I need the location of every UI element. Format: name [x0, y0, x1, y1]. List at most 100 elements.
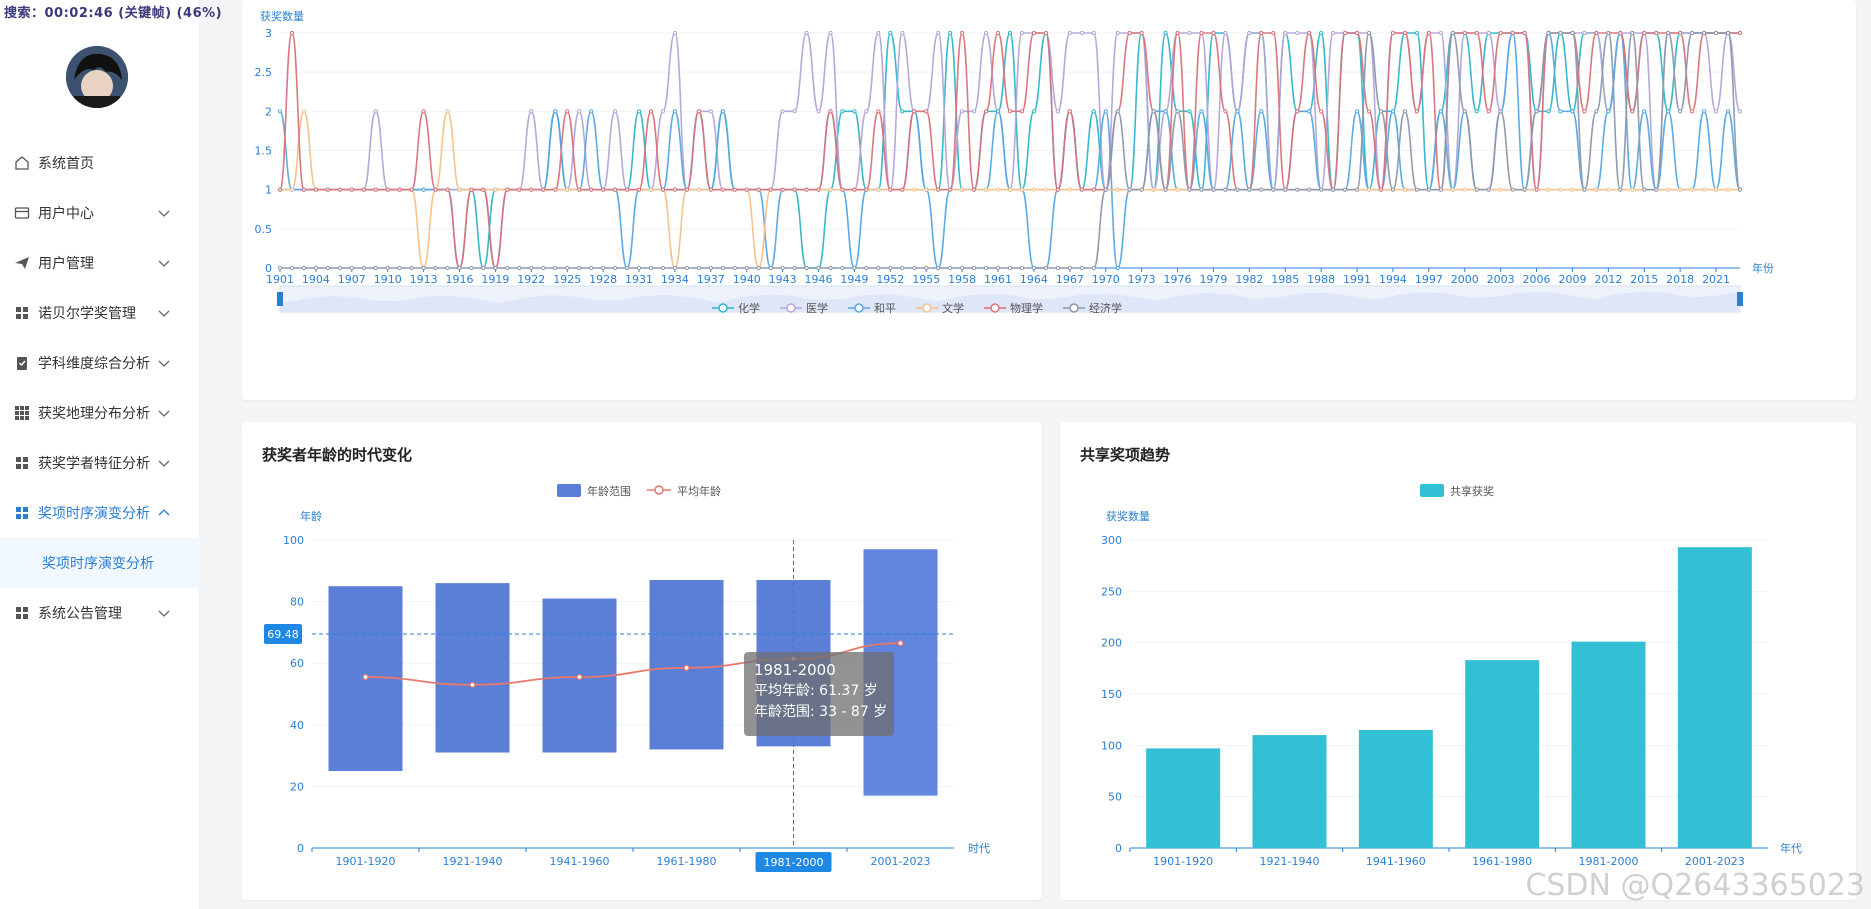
legend-label: 化学: [738, 301, 760, 315]
x-tick-label: 1967: [1056, 273, 1084, 286]
data-point: [481, 187, 486, 192]
data-point: [1498, 30, 1503, 36]
x-tick-label: 1921-1940: [443, 855, 503, 868]
avatar[interactable]: [66, 46, 128, 108]
data-point: [1187, 30, 1192, 36]
data-point: [1127, 187, 1132, 192]
grid-icon: [14, 605, 30, 621]
data-point: [469, 187, 474, 192]
y-axis-label: 年龄: [300, 509, 322, 523]
legend-item[interactable]: 经济学: [1063, 301, 1122, 315]
legend-item[interactable]: 文学: [916, 301, 964, 315]
data-point: [1474, 109, 1479, 114]
data-point: [684, 187, 689, 192]
legend-item[interactable]: 和平: [848, 302, 896, 315]
legend-label: 文学: [942, 301, 964, 315]
sidebar-item-geo-analysis[interactable]: 获奖地理分布分析: [0, 388, 200, 438]
legend-marker: [1069, 303, 1079, 313]
x-tick-label: 1961: [984, 273, 1012, 286]
sidebar-item-nobel-management[interactable]: 诺贝尔学奖管理: [0, 288, 200, 338]
data-point: [971, 187, 977, 192]
data-point: [469, 681, 476, 688]
data-point: [505, 265, 510, 271]
legend-item[interactable]: 物理学: [984, 301, 1043, 315]
data-point: [1426, 187, 1431, 192]
data-point: [1390, 30, 1396, 36]
chevron-down-icon: [158, 260, 170, 267]
sidebar-item-home[interactable]: 系统首页: [0, 138, 200, 188]
data-point: [816, 265, 821, 271]
x-tick-label: 1955: [912, 273, 940, 286]
data-point: [983, 187, 989, 192]
apps-icon: [14, 405, 30, 421]
data-point: [1163, 30, 1168, 36]
data-point: [1713, 187, 1719, 192]
sidebar-item-discipline-analysis[interactable]: 学科维度综合分析: [0, 338, 200, 388]
data-point: [529, 265, 534, 271]
legend-marker: [718, 303, 728, 313]
data-point: [912, 109, 917, 114]
data-point: [1354, 109, 1360, 114]
watermark: CSDN @Q2643365023: [1525, 868, 1865, 903]
data-point: [912, 187, 917, 192]
y-tick-label: 2: [265, 105, 272, 118]
data-point: [1007, 30, 1013, 36]
data-point: [1283, 30, 1288, 36]
sidebar-item-label: 用户中心: [38, 206, 94, 222]
data-point: [995, 109, 1001, 114]
data-point: [720, 187, 725, 192]
x-tick-label: 1970: [1092, 273, 1120, 286]
data-point: [672, 30, 678, 36]
data-point: [1031, 187, 1037, 192]
x-tick-label: 1937: [697, 273, 725, 286]
data-point: [708, 187, 713, 192]
data-point: [1067, 109, 1072, 114]
sidebar-item-label: 用户管理: [38, 256, 94, 272]
sidebar-item-user-management[interactable]: 用户管理: [0, 238, 200, 288]
data-point: [397, 265, 402, 271]
legend-label: 和平: [874, 302, 896, 315]
sidebar-item-user-center[interactable]: 用户中心: [0, 188, 200, 238]
data-point: [1342, 187, 1348, 192]
data-point: [1486, 30, 1491, 36]
data-point: [720, 109, 725, 114]
bar: [1358, 729, 1433, 848]
data-zoom-slider[interactable]: [277, 285, 1743, 313]
data-point: [277, 265, 283, 271]
sidebar-item-notice-management[interactable]: 系统公告管理: [0, 588, 200, 638]
data-point: [1354, 30, 1360, 36]
data-point: [1654, 30, 1659, 36]
legend-item[interactable]: 化学: [712, 301, 760, 315]
data-point: [1414, 109, 1419, 114]
x-tick-label: 1910: [374, 273, 402, 286]
data-point: [1558, 30, 1563, 36]
data-point: [577, 187, 582, 192]
data-point: [289, 187, 295, 192]
data-point: [1402, 109, 1408, 114]
data-point: [1678, 187, 1683, 192]
data-point: [1067, 30, 1072, 36]
data-point: [577, 265, 582, 271]
slider-preview: [280, 291, 1740, 312]
data-point: [529, 187, 534, 192]
data-point: [1175, 187, 1180, 192]
range-bar: [649, 580, 724, 750]
data-point: [624, 265, 630, 271]
data-point: [912, 265, 917, 271]
sidebar-item-scholar-analysis[interactable]: 获奖学者特征分析: [0, 438, 200, 488]
data-point: [816, 109, 821, 114]
x-tick-label: 1981-2000: [1579, 855, 1639, 868]
sidebar-subitem-timeline-analysis[interactable]: 奖项时序演变分析: [0, 538, 200, 588]
data-point: [1462, 109, 1467, 114]
legend-marker: [990, 303, 1000, 313]
data-point: [804, 30, 809, 36]
y-tick-label: 50: [1108, 791, 1122, 804]
data-point: [1043, 187, 1049, 192]
data-point: [1414, 187, 1419, 192]
data-point: [876, 30, 881, 36]
data-point: [1223, 30, 1228, 36]
legend-item[interactable]: 医学: [780, 301, 828, 315]
sidebar-item-timeline-analysis[interactable]: 奖项时序演变分析: [0, 488, 200, 538]
